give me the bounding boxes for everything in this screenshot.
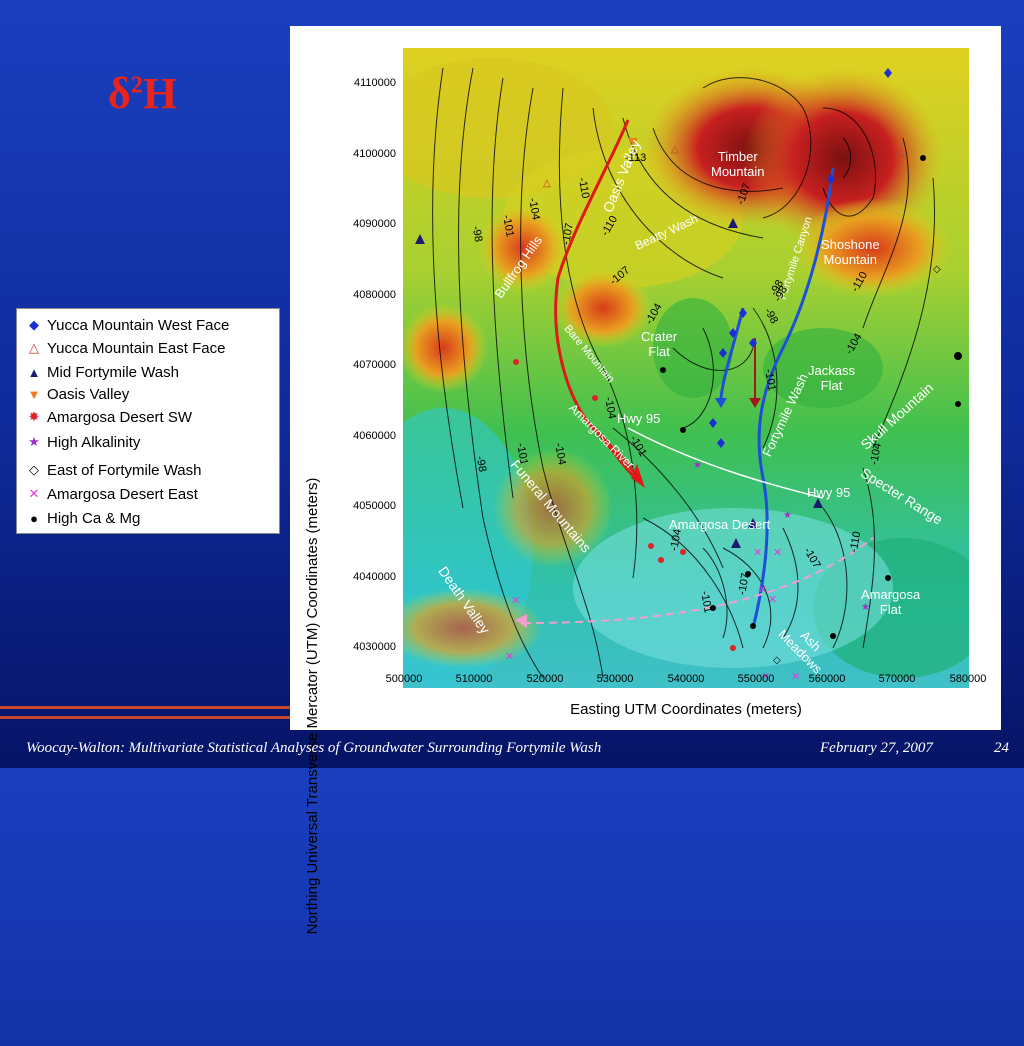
- page-number: 24: [994, 740, 1009, 756]
- svg-text:✕: ✕: [511, 595, 520, 607]
- svg-text:★: ★: [693, 460, 702, 471]
- legend-item: ◇ East of Fortymile Wash: [25, 459, 201, 481]
- svg-text:✕: ✕: [773, 547, 782, 559]
- svg-text:✕: ✕: [505, 651, 514, 663]
- slide-footer: Woocay-Walton: Multivariate Statistical …: [0, 740, 1024, 762]
- footer-citation: Woocay-Walton: Multivariate Statistical …: [26, 740, 602, 756]
- footer-date: February 27, 2007: [820, 740, 933, 756]
- label-shoshone-mountain: Shoshone Mountain: [821, 237, 880, 267]
- x-tick-label: 530000: [596, 673, 634, 685]
- x-tick-label: 580000: [949, 673, 987, 685]
- triangle-up-icon: ▲: [27, 364, 41, 380]
- oasis-valley-river: [554, 119, 640, 479]
- slide-title: δ2H: [108, 72, 177, 116]
- contour-label: -98: [469, 225, 485, 243]
- legend-item: ▼ Oasis Valley: [25, 383, 130, 405]
- y-tick-label: 4100000: [353, 148, 396, 160]
- diamond-icon: ◆: [29, 317, 39, 332]
- terrain-map: ✕ ✕ ✕ ✕ ✕ ✕ ✕ ✕ ★ ★ ★ ◇ ◇ △ △ △: [403, 48, 969, 688]
- label-timber-mountain: Timber Mountain: [711, 149, 765, 179]
- amargosa-river-arrow: [631, 464, 645, 488]
- legend-item: ✸ Amargosa Desert SW: [25, 406, 193, 428]
- x-tick-label: 570000: [878, 673, 916, 685]
- y-tick-label: 4080000: [353, 289, 396, 301]
- y-tick-label: 4040000: [353, 571, 396, 583]
- contour-lines: [432, 67, 936, 679]
- legend-item: ● High Ca & Mg: [25, 507, 140, 529]
- label-amargosa-flat: Amargosa Flat: [861, 587, 921, 617]
- svg-text:△: △: [543, 178, 551, 189]
- y-tick-label: 4030000: [353, 641, 396, 653]
- label-amargosa-desert: Amargosa Desert: [669, 517, 771, 532]
- legend-item: ✕ Amargosa Desert East: [25, 483, 198, 505]
- x-axis-label: Easting UTM Coordinates (meters): [570, 701, 802, 718]
- legend-item: ★ High Alkalinity: [25, 431, 140, 453]
- figure-panel: ✕ ✕ ✕ ✕ ✕ ✕ ✕ ✕ ★ ★ ★ ◇ ◇ △ △ △ Timber M…: [290, 26, 1001, 934]
- svg-text:✕: ✕: [758, 584, 767, 596]
- hwy-95-road: [627, 427, 824, 499]
- svg-text:◇: ◇: [933, 264, 941, 275]
- y-tick-label: 4110000: [353, 77, 396, 89]
- x-tick-label: 550000: [737, 673, 775, 685]
- svg-text:✕: ✕: [791, 671, 800, 683]
- svg-text:★: ★: [783, 510, 792, 521]
- triangle-outline-icon: △: [29, 340, 39, 355]
- legend-item: ◆ Yucca Mountain West Face: [25, 314, 229, 336]
- diamond-outline-icon: ◇: [29, 462, 39, 477]
- svg-text:△: △: [897, 148, 905, 159]
- label-hwy95-south: Hwy 95: [807, 485, 851, 500]
- title-tail: H: [142, 69, 178, 118]
- x-tick-label: 560000: [808, 673, 846, 685]
- y-axis-label: Northing Universal Transverse Mercator (…: [304, 477, 321, 935]
- x-tick-label: 540000: [667, 673, 705, 685]
- legend-item: △ Yucca Mountain East Face: [25, 337, 225, 359]
- svg-text:✕: ✕: [761, 671, 770, 683]
- y-tick-label: 4060000: [353, 430, 396, 442]
- x-tick-label: 510000: [455, 673, 493, 685]
- x-tick-label: 520000: [526, 673, 564, 685]
- legend-item: ▲ Mid Fortymile Wash: [25, 361, 179, 383]
- legend: ◆ Yucca Mountain West Face △ Yucca Mountai…: [16, 308, 280, 534]
- cross-icon: ✕: [28, 486, 40, 501]
- y-tick-label: 4090000: [353, 218, 396, 230]
- triangle-down-icon: ▼: [27, 386, 41, 402]
- sample-points: ✕ ✕ ✕ ✕ ✕ ✕ ✕ ✕ ★ ★ ★ ◇ ◇ △ △ △: [415, 68, 962, 683]
- fortymile-wash-river: [751, 167, 835, 629]
- star-icon: ★: [28, 434, 40, 449]
- star-burst-icon: ✸: [28, 409, 40, 424]
- x-tick-label: 500000: [385, 673, 423, 685]
- circle-icon: ●: [30, 510, 38, 526]
- svg-text:△: △: [671, 144, 679, 155]
- footer-rule: [0, 706, 290, 720]
- title-base: δ: [108, 69, 131, 118]
- label-jackass-flat: Jackass Flat: [808, 363, 855, 393]
- svg-text:✕: ✕: [753, 547, 762, 559]
- label-hwy95-north: Hwy 95: [617, 411, 661, 426]
- svg-text:✕: ✕: [768, 594, 777, 606]
- svg-text:◇: ◇: [773, 655, 781, 666]
- svg-text:★: ★: [861, 602, 870, 613]
- y-tick-label: 4070000: [353, 359, 396, 371]
- map-area: ✕ ✕ ✕ ✕ ✕ ✕ ✕ ✕ ★ ★ ★ ◇ ◇ △ △ △ Timber M…: [403, 48, 969, 688]
- title-superscript: 2: [130, 72, 143, 99]
- y-tick-label: 4050000: [353, 500, 396, 512]
- label-crater-flat: Crater Flat: [641, 329, 678, 359]
- contour-label: -113: [625, 152, 647, 164]
- contour-label: -98: [473, 455, 489, 473]
